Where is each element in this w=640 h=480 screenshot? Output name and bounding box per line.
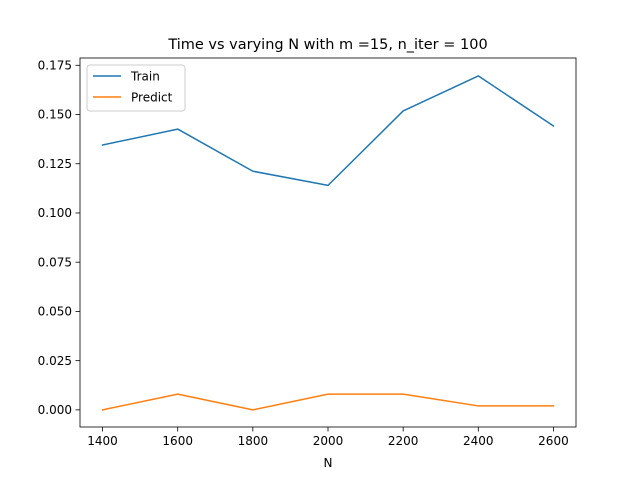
legend-label-predict: Predict — [131, 90, 173, 104]
x-tick-label: 2000 — [313, 434, 344, 448]
legend: Train Predict — [86, 64, 186, 112]
y-tick-label: 0.000 — [38, 403, 72, 417]
y-tick-label: 0.100 — [38, 206, 72, 220]
y-tick-label: 0.125 — [38, 157, 72, 171]
x-tick-label: 1800 — [238, 434, 269, 448]
x-axis-label: N — [324, 456, 333, 470]
x-tick-label: 2200 — [388, 434, 419, 448]
y-tick-label: 0.075 — [38, 255, 72, 269]
x-tick-label: 2600 — [538, 434, 569, 448]
x-tick-label: 1600 — [162, 434, 193, 448]
chart-title: Time vs varying N with m =15, n_iter = 1… — [167, 37, 487, 53]
y-tick-label: 0.025 — [38, 354, 72, 368]
x-tick-label: 2400 — [463, 434, 494, 448]
y-tick-label: 0.175 — [38, 58, 72, 72]
x-tick-label: 1400 — [87, 434, 118, 448]
legend-label-train: Train — [130, 69, 160, 83]
plot-area: 1400 1600 1800 2000 2200 2400 2600 0.000 0.025 0.… — [38, 57, 577, 448]
y-tick-label: 0.150 — [38, 108, 72, 122]
y-tick-label: 0.050 — [38, 305, 72, 319]
